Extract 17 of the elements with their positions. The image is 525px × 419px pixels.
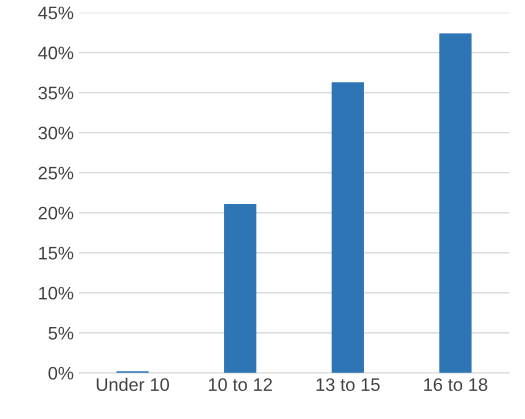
x-tick-label: 13 to 15	[316, 378, 380, 392]
y-tick-label: 35%	[38, 86, 74, 100]
x-tick-label: 10 to 12	[208, 378, 272, 392]
bar	[332, 82, 364, 373]
y-tick-label: 30%	[38, 126, 74, 140]
y-tick-label: 25%	[38, 166, 74, 180]
y-tick-label: 10%	[39, 286, 74, 300]
y-tick-label: 45%	[38, 6, 74, 20]
bar	[224, 204, 256, 373]
bar	[439, 33, 472, 373]
y-tick-label: 0%	[48, 366, 74, 380]
y-tick-label: 20%	[38, 206, 74, 220]
y-tick-label: 40%	[38, 46, 74, 60]
x-tick-label: Under 10	[96, 378, 169, 392]
y-tick-label: 5%	[48, 326, 74, 340]
x-tick-label: 16 to 18	[424, 378, 488, 392]
y-tick-label: 15%	[39, 246, 74, 260]
